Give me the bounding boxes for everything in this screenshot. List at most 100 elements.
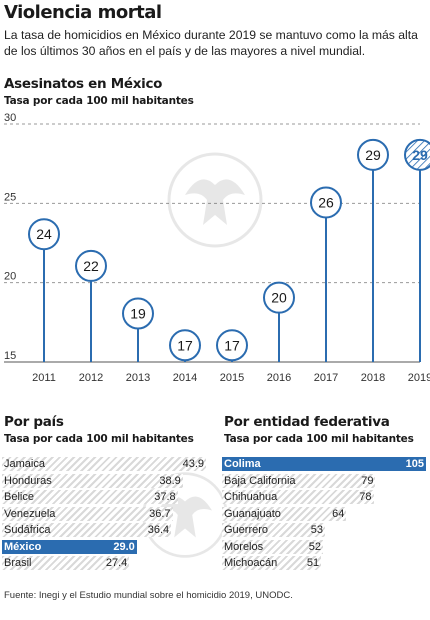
bar bbox=[222, 490, 374, 504]
bar bbox=[2, 523, 172, 537]
bar-value-label: 36.4 bbox=[147, 524, 170, 536]
bar-value-label: 27.4 bbox=[105, 557, 128, 569]
lollipop-point bbox=[28, 218, 60, 251]
bar-row: Chihuahua 78 bbox=[222, 489, 430, 505]
state-bar-chart: Colima 105 Baja California 79 Chihuahua 78 Gua… bbox=[222, 456, 428, 576]
main-chart-title: Asesinatos en México bbox=[4, 76, 163, 92]
country-chart-title: Por país bbox=[4, 414, 64, 430]
x-tick-label: 2017 bbox=[314, 372, 338, 384]
bar bbox=[2, 473, 183, 488]
bar-category-label: Brasil bbox=[4, 557, 32, 569]
bar-category-label: Michoacán bbox=[224, 557, 278, 569]
bar-category-label: Guerrero bbox=[224, 524, 269, 536]
bar-row: Michoacán 51 bbox=[222, 555, 430, 571]
bar-row: Venezuela 36.7 bbox=[2, 506, 236, 522]
bar-value-label: 79 bbox=[361, 474, 374, 487]
bar bbox=[2, 556, 130, 570]
y-tick-label: 15 bbox=[4, 350, 16, 362]
bar bbox=[222, 556, 322, 570]
bar-category-label: Chihuahua bbox=[224, 491, 278, 503]
bar bbox=[222, 539, 324, 554]
x-tick-label: 2014 bbox=[173, 372, 197, 384]
state-chart-subtitle: Tasa por cada 100 mil habitantes bbox=[224, 433, 414, 445]
y-tick-label: 30 bbox=[4, 112, 16, 124]
y-tick-label: 25 bbox=[4, 191, 16, 203]
eagle-watermark-icon bbox=[167, 152, 263, 248]
x-tick-label: 2013 bbox=[126, 372, 150, 384]
bar-row: Brasil 27.4 bbox=[2, 555, 236, 571]
bar-value-label: 37.8 bbox=[154, 491, 176, 503]
bar-value-label: 51 bbox=[306, 557, 320, 569]
bar bbox=[222, 473, 376, 488]
x-tick-label: 2018 bbox=[361, 372, 385, 384]
data-label: 22 bbox=[83, 258, 99, 274]
bar-row: Honduras 38.9 bbox=[2, 473, 236, 489]
lollipop-point bbox=[216, 329, 248, 362]
bar-row: Sudáfrica 36.4 bbox=[2, 522, 236, 538]
x-tick-label: 2011 bbox=[32, 372, 56, 384]
data-label: 20 bbox=[271, 290, 287, 306]
country-chart-subtitle: Tasa por cada 100 mil habitantes bbox=[4, 433, 194, 445]
bar-row: México 29.0 bbox=[2, 539, 236, 555]
bar-row: Colima 105 bbox=[222, 456, 430, 472]
data-label: 29 bbox=[365, 147, 381, 163]
data-label: 26 bbox=[318, 194, 334, 210]
lollipop-point bbox=[357, 138, 389, 171]
state-chart-title: Por entidad federativa bbox=[224, 414, 390, 430]
bar-category-label: México bbox=[4, 540, 42, 553]
data-label: 17 bbox=[224, 337, 240, 353]
x-tick-label: 2019 bbox=[408, 372, 430, 384]
bar bbox=[222, 523, 325, 537]
bar-category-label: Morelos bbox=[224, 540, 264, 553]
bar bbox=[2, 539, 137, 554]
bar-category-label: Venezuela bbox=[4, 507, 56, 520]
lollipop-point bbox=[263, 281, 295, 314]
bar-row: Morelos 52 bbox=[222, 539, 430, 555]
data-label: 19 bbox=[130, 306, 146, 322]
bar-row: Jamaica 43.9 bbox=[2, 456, 236, 472]
main-chart-subtitle: Tasa por cada 100 mil habitantes bbox=[4, 95, 194, 107]
bar-category-label: Colima bbox=[224, 458, 261, 470]
homicide-rate-lollipop-chart: 15 20 25 30 24 2011 22 2012 19 2013 17 2014 17 2015 20… bbox=[4, 112, 430, 384]
bar bbox=[2, 457, 206, 471]
lollipop-point bbox=[75, 249, 107, 282]
bar-row: Guanajuato 64 bbox=[222, 506, 430, 522]
x-tick-label: 2012 bbox=[79, 372, 103, 384]
bar-value-label: 29.0 bbox=[113, 540, 135, 553]
bar bbox=[2, 506, 173, 521]
y-tick-label: 20 bbox=[4, 271, 16, 283]
country-bar-chart: Jamaica 43.9 Honduras 38.9 Belice 37.8 Venezue… bbox=[2, 456, 212, 576]
bar-category-label: Honduras bbox=[4, 474, 52, 487]
data-label: 17 bbox=[177, 337, 193, 353]
lollipop-point bbox=[310, 186, 342, 219]
bar-value-label: 36.7 bbox=[149, 507, 171, 520]
bar-category-label: Jamaica bbox=[4, 458, 45, 470]
x-tick-label: 2015 bbox=[220, 372, 244, 384]
page-title: Violencia mortal bbox=[4, 2, 162, 23]
bar bbox=[222, 506, 347, 521]
page-subtitle: La tasa de homicidios en México durante … bbox=[4, 28, 418, 58]
x-tick-label: 2016 bbox=[267, 372, 291, 384]
lollipop-point bbox=[404, 138, 430, 171]
bar-value-label: 52 bbox=[308, 540, 322, 553]
bar-value-label: 38.9 bbox=[159, 474, 181, 487]
bar-row: Guerrero 53 bbox=[222, 522, 430, 538]
lollipop-point bbox=[169, 329, 201, 362]
lollipop-point bbox=[122, 297, 154, 330]
data-label: 29 bbox=[412, 147, 428, 163]
bar-category-label: Guanajuato bbox=[224, 507, 281, 520]
bar bbox=[222, 457, 426, 471]
bar bbox=[2, 490, 178, 504]
bar-category-label: Sudáfrica bbox=[4, 524, 51, 536]
bar-value-label: 105 bbox=[405, 458, 424, 470]
bar-value-label: 43.9 bbox=[182, 458, 204, 470]
bar-value-label: 53 bbox=[310, 524, 323, 536]
bar-category-label: Belice bbox=[4, 491, 34, 503]
bar-value-label: 64 bbox=[332, 507, 345, 520]
data-label: 24 bbox=[36, 226, 52, 242]
bar-row: Belice 37.8 bbox=[2, 489, 236, 505]
source-note: Fuente: Inegi y el Estudio mundial sobre… bbox=[4, 590, 293, 601]
bar-value-label: 78 bbox=[359, 491, 372, 503]
bar-category-label: Baja California bbox=[224, 474, 296, 487]
bar-row: Baja California 79 bbox=[222, 473, 430, 489]
